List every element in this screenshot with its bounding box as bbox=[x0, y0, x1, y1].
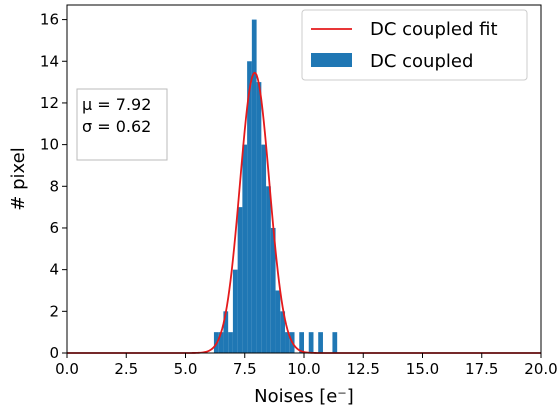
y-tick-label: 16 bbox=[40, 11, 59, 29]
x-tick-label: 2.5 bbox=[114, 360, 138, 378]
legend-frame bbox=[301, 9, 528, 81]
y-tick-label: 0 bbox=[49, 344, 59, 362]
legend-histogram-label: DC coupled bbox=[370, 51, 473, 72]
y-tick-label: 6 bbox=[49, 219, 59, 237]
histogram-bar bbox=[237, 207, 243, 353]
x-tick-label: 5.0 bbox=[174, 360, 198, 378]
stats-annotation: μ = 7.92 σ = 0.62 bbox=[76, 88, 168, 161]
histogram-bar bbox=[261, 144, 267, 353]
histogram-bar bbox=[266, 186, 271, 353]
x-tick-label: 20.0 bbox=[524, 360, 557, 378]
x-tick-label: 7.5 bbox=[233, 360, 257, 378]
x-tick-label: 15.0 bbox=[406, 360, 439, 378]
x-axis-ticks: 0.0 2.5 5.0 7.5 10.0 12.5 15.0 17.5 20.0 bbox=[55, 353, 558, 378]
histogram-bar bbox=[218, 332, 224, 353]
histogram-bar bbox=[256, 82, 262, 353]
stats-mu-text: μ = 7.92 bbox=[82, 95, 151, 114]
histogram-bar bbox=[308, 332, 314, 353]
y-axis-label: # pixel bbox=[8, 147, 29, 210]
legend-histogram-swatch bbox=[311, 53, 352, 67]
y-tick-label: 8 bbox=[49, 177, 59, 195]
y-tick-label: 2 bbox=[49, 302, 59, 320]
x-tick-label: 10.0 bbox=[287, 360, 320, 378]
legend-fit-label: DC coupled fit bbox=[370, 19, 498, 40]
histogram-bar bbox=[332, 332, 338, 353]
histogram-bar bbox=[318, 332, 323, 353]
y-tick-label: 10 bbox=[40, 136, 59, 154]
histogram-bar bbox=[223, 311, 229, 353]
histogram-bar bbox=[299, 332, 304, 353]
histogram-bar bbox=[270, 227, 276, 353]
histogram-bar bbox=[275, 290, 281, 353]
histogram-bar bbox=[285, 332, 290, 353]
stats-box-frame bbox=[76, 88, 168, 161]
y-tick-label: 4 bbox=[49, 261, 59, 279]
y-tick-label: 12 bbox=[40, 94, 59, 112]
histogram-bar bbox=[242, 144, 248, 353]
x-tick-label: 12.5 bbox=[347, 360, 380, 378]
histogram-bars bbox=[213, 19, 338, 354]
x-tick-label: 0.0 bbox=[55, 360, 79, 378]
legend: DC coupled fit DC coupled bbox=[301, 9, 528, 81]
histogram-bar bbox=[247, 61, 252, 353]
y-tick-label: 14 bbox=[40, 52, 59, 70]
histogram-bar bbox=[251, 19, 257, 354]
histogram-bar bbox=[232, 269, 238, 353]
stats-sigma-text: σ = 0.62 bbox=[82, 117, 151, 136]
y-axis-ticks: 0 2 4 6 8 10 12 14 16 bbox=[40, 11, 67, 362]
histogram-bar bbox=[228, 332, 233, 353]
x-axis-label: Noises [e⁻] bbox=[254, 386, 354, 407]
histogram-bar bbox=[280, 311, 286, 353]
x-tick-label: 17.5 bbox=[465, 360, 498, 378]
